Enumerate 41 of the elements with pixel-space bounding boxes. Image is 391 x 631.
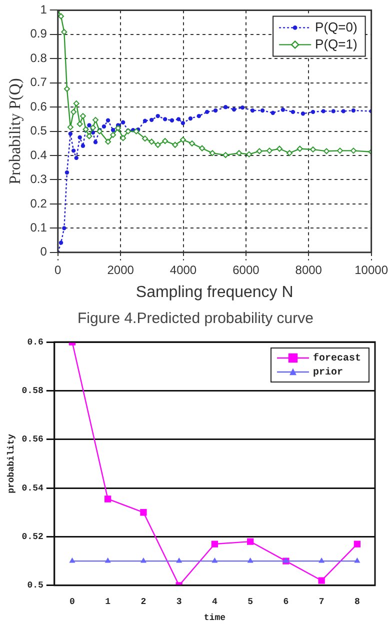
x-tick-label: 1 [105,597,112,608]
y-tick-label: 0.3 [30,172,48,186]
x-tick-label: 6000 [232,262,260,277]
legend-label: forecast [312,352,362,365]
y-tick-label: 0.7 [30,75,48,90]
y-tick-label: 0.56 [22,434,44,445]
x-tick-label: 6 [283,597,289,608]
caption: Figure 4.Predicted probability curve [76,309,314,329]
y-tick-label: 0.6 [30,99,48,114]
legend-label: P(Q=1) [315,36,358,52]
y-tick-label: 0.6 [27,337,44,348]
x-tick-label: 8 [354,597,360,608]
x-tick-label: 10000 [354,262,388,277]
legend-label: prior [312,366,344,379]
x-tick-label: 7 [318,597,324,608]
x-tick-label: 5 [248,597,254,608]
y-tick-label: 0.5 [30,124,48,138]
x-tick-label: 0 [70,597,75,608]
y-tick-label: 0.52 [22,532,44,542]
legend-label: P(Q=0) [315,19,358,34]
y-tick-label: 0.2 [30,196,48,210]
x-tick-label: 4000 [170,262,197,277]
x-axis-title: time [204,612,226,623]
y-tick-label: 0.58 [22,386,44,396]
y-tick-label: 0 [40,244,48,259]
x-tick-label: 3 [176,597,182,608]
x-tick-label: 0 [54,262,62,277]
x-tick-label: 2000 [107,262,134,277]
x-tick-label: 8000 [295,262,322,277]
y-tick-label: 0.5 [27,580,44,591]
y-tick-label: 0.4 [30,148,48,162]
x-axis-title: Sampling frequency N [136,284,294,301]
y-axis-title: probability [6,433,17,494]
y-tick-label: 0.1 [30,220,48,234]
x-tick-label: 4 [212,597,218,608]
y-tick-label: 1 [40,2,48,17]
y-axis-title: Probability P(Q) [6,78,24,184]
x-tick-label: 2 [140,597,146,608]
y-tick-label: 0.9 [30,26,48,41]
y-tick-label: 0.8 [30,50,48,65]
y-tick-label: 0.54 [22,483,44,494]
